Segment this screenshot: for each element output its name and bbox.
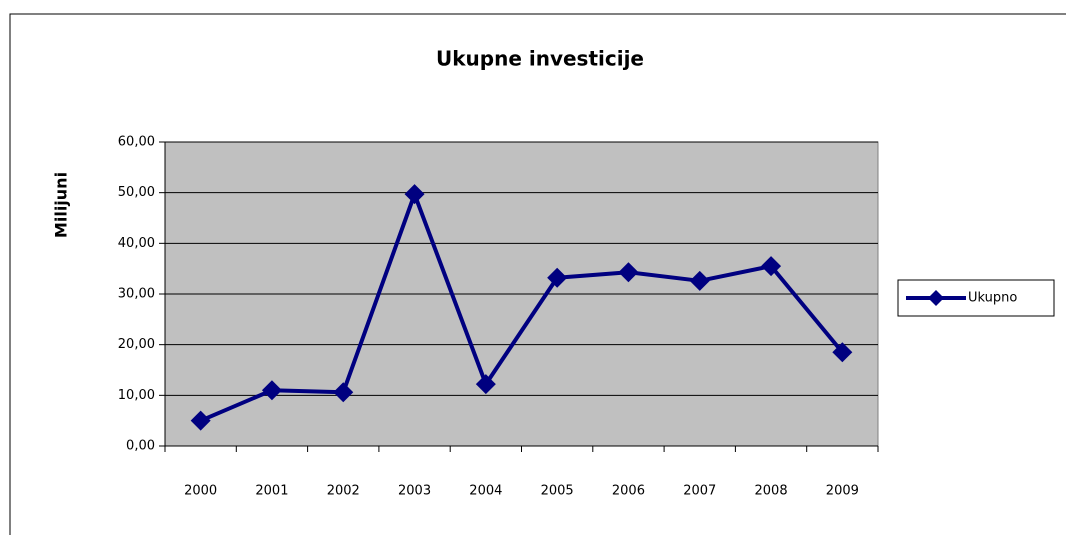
x-tick-label: 2006 [612, 484, 645, 499]
y-tick-label: 60,00 [118, 135, 155, 150]
x-tick-label: 2005 [541, 484, 574, 499]
data-point [547, 267, 568, 288]
y-tick-label: 40,00 [118, 236, 155, 251]
series-line [199, 192, 844, 423]
data-point [190, 410, 211, 431]
data-point [832, 342, 853, 363]
data-point [689, 270, 710, 291]
x-tick-label: 2009 [826, 484, 859, 499]
y-tick-label: 0,00 [126, 439, 155, 454]
data-point [475, 374, 496, 395]
data-point [261, 380, 282, 401]
y-tick-label: 10,00 [118, 388, 155, 403]
y-tick-label: 50,00 [118, 185, 155, 200]
x-tick-label: 2003 [398, 484, 431, 499]
x-tick-label: 2001 [255, 484, 288, 499]
x-tick-label: 2000 [184, 484, 217, 499]
data-point [618, 262, 639, 283]
legend-marker [928, 290, 944, 306]
data-point [761, 256, 782, 277]
y-axis-label: Milijuni [52, 172, 71, 238]
x-tick-label: 2004 [469, 484, 502, 499]
y-tick-label: 20,00 [118, 337, 155, 352]
legend-label: Ukupno [968, 291, 1017, 306]
x-tick-label: 2008 [755, 484, 788, 499]
chart-title: Ukupne investicije [436, 47, 644, 71]
y-tick-label: 30,00 [118, 287, 155, 302]
data-point [404, 184, 425, 205]
x-tick-label: 2007 [683, 484, 716, 499]
x-tick-label: 2002 [327, 484, 360, 499]
data-point [333, 382, 354, 403]
